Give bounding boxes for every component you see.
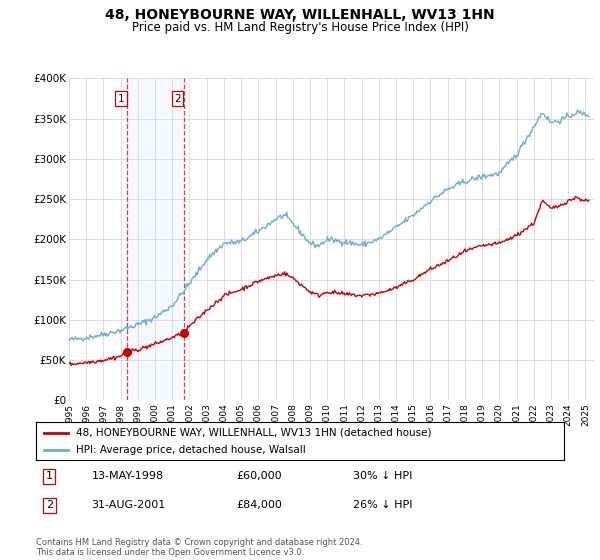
Text: 30% ↓ HPI: 30% ↓ HPI: [353, 472, 412, 482]
Bar: [127, 78, 184, 400]
Text: Price paid vs. HM Land Registry's House Price Index (HPI): Price paid vs. HM Land Registry's House …: [131, 21, 469, 34]
Text: 2: 2: [175, 94, 181, 104]
Text: 2: 2: [46, 501, 53, 511]
Text: 48, HONEYBOURNE WAY, WILLENHALL, WV13 1HN: 48, HONEYBOURNE WAY, WILLENHALL, WV13 1H…: [105, 8, 495, 22]
Text: 1: 1: [46, 472, 53, 482]
Text: HPI: Average price, detached house, Walsall: HPI: Average price, detached house, Wals…: [76, 445, 305, 455]
Text: 31-AUG-2001: 31-AUG-2001: [91, 501, 166, 511]
Text: Contains HM Land Registry data © Crown copyright and database right 2024.
This d: Contains HM Land Registry data © Crown c…: [36, 538, 362, 557]
Text: £84,000: £84,000: [236, 501, 283, 511]
Text: 26% ↓ HPI: 26% ↓ HPI: [353, 501, 412, 511]
Text: 13-MAY-1998: 13-MAY-1998: [91, 472, 164, 482]
Text: 1: 1: [118, 94, 124, 104]
Text: 48, HONEYBOURNE WAY, WILLENHALL, WV13 1HN (detached house): 48, HONEYBOURNE WAY, WILLENHALL, WV13 1H…: [76, 427, 431, 437]
Text: £60,000: £60,000: [236, 472, 282, 482]
